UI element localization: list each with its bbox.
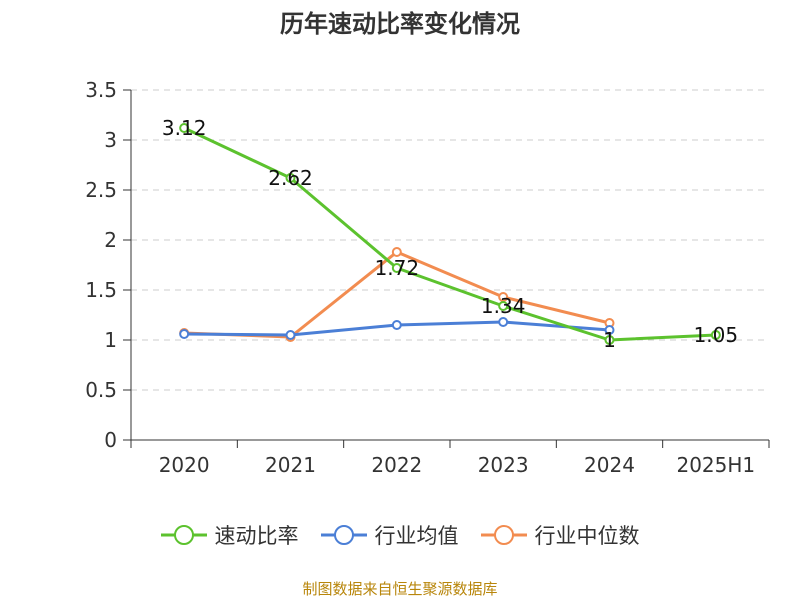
- data-point: [285, 173, 296, 183]
- data-point: [498, 317, 509, 327]
- x-tick-label: 2022: [371, 453, 422, 477]
- data-point: [604, 335, 615, 345]
- data-label: 1.05: [694, 323, 739, 347]
- chart-title: 历年速动比率变化情况: [280, 10, 520, 38]
- data-point: [179, 329, 190, 339]
- y-tick-label: 1.5: [85, 278, 117, 302]
- data-point: [710, 330, 721, 340]
- legend-swatch-icon: [160, 525, 207, 545]
- data-label: 3.12: [162, 116, 207, 140]
- y-tick-label: 3.5: [85, 78, 117, 102]
- y-tick-label: 0: [104, 428, 117, 452]
- data-label: 1.34: [481, 294, 526, 318]
- y-tick-label: 2.5: [85, 178, 117, 202]
- legend-swatch-icon: [480, 525, 527, 545]
- legend-label: 行业均值: [374, 524, 459, 548]
- data-point: [604, 325, 615, 335]
- legend-label: 速动比率: [214, 524, 299, 548]
- data-label: 1.72: [375, 256, 420, 280]
- data-label: 2.62: [268, 166, 313, 190]
- x-tick-label: 2020: [159, 453, 210, 477]
- legend-item[interactable]: 行业均值: [320, 520, 459, 550]
- data-point: [391, 247, 402, 257]
- legend-swatch-icon: [320, 525, 367, 545]
- legend-item[interactable]: 行业中位数: [480, 520, 640, 550]
- x-tick-label: 2023: [478, 453, 529, 477]
- data-point: [391, 320, 402, 330]
- x-tick-label: 2021: [265, 453, 316, 477]
- data-label: 1: [603, 328, 616, 352]
- data-point: [498, 301, 509, 311]
- x-tick-label: 2024: [584, 453, 635, 477]
- y-tick-label: 3: [104, 128, 117, 152]
- y-tick-label: 1: [104, 328, 117, 352]
- x-tick-label: 2025H1: [676, 453, 755, 477]
- legend-label: 行业中位数: [534, 524, 640, 548]
- source-note: 制图数据来自恒生聚源数据库: [302, 580, 498, 598]
- y-tick-label: 0.5: [85, 378, 117, 402]
- data-point: [391, 263, 402, 273]
- y-tick-label: 2: [104, 228, 117, 252]
- chart-legend: 速动比率 行业均值 行业中位数: [0, 520, 800, 550]
- series-line: [183, 126, 716, 342]
- legend-item[interactable]: 速动比率: [160, 520, 299, 550]
- data-point: [285, 330, 296, 340]
- data-point: [179, 123, 190, 133]
